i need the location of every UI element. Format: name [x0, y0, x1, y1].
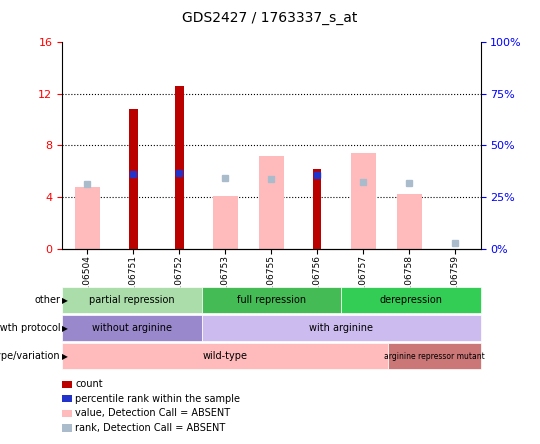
Text: full repression: full repression	[237, 295, 306, 305]
Bar	[397, 194, 422, 249]
Text: count: count	[75, 379, 103, 389]
Text: partial repression: partial repression	[89, 295, 174, 305]
Text: genotype/variation: genotype/variation	[0, 351, 60, 361]
Bar	[75, 187, 100, 249]
Text: with arginine: with arginine	[309, 323, 373, 333]
Text: ▶: ▶	[62, 352, 68, 361]
Text: other: other	[35, 295, 60, 305]
Text: percentile rank within the sample: percentile rank within the sample	[75, 394, 240, 404]
Text: ▶: ▶	[62, 296, 68, 305]
Text: rank, Detection Call = ABSENT: rank, Detection Call = ABSENT	[75, 423, 225, 433]
Text: ▶: ▶	[62, 324, 68, 333]
Text: derepression: derepression	[379, 295, 442, 305]
Text: value, Detection Call = ABSENT: value, Detection Call = ABSENT	[75, 408, 230, 418]
Bar	[259, 156, 284, 249]
Bar	[313, 169, 321, 249]
Text: arginine repressor mutant: arginine repressor mutant	[384, 352, 484, 361]
Text: GDS2427 / 1763337_s_at: GDS2427 / 1763337_s_at	[183, 11, 357, 25]
Bar	[176, 86, 184, 249]
Text: growth protocol: growth protocol	[0, 323, 60, 333]
Bar	[213, 196, 238, 249]
Bar	[350, 153, 376, 249]
Bar	[129, 109, 138, 249]
Text: without arginine: without arginine	[92, 323, 172, 333]
Text: wild-type: wild-type	[202, 351, 247, 361]
